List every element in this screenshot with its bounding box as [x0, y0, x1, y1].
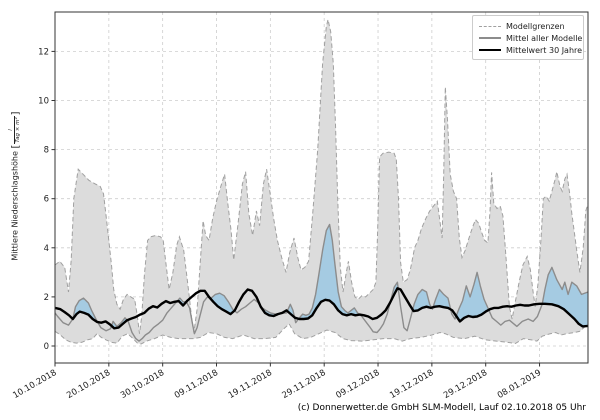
x-tick-label: 29.11.2018	[281, 368, 328, 401]
x-tick-labels: 10.10.2018 20.10.2018 30.10.2018 09.11.2018…	[11, 368, 543, 401]
unit-bracket-close: ]	[10, 111, 22, 116]
solid-line-sample-icon	[479, 37, 501, 39]
y-tick-label: 0	[44, 342, 49, 352]
copyright-footer: (c) Donnerwetter.de GmbH SLM-Modell, Lau…	[297, 403, 586, 413]
unit-fraction: l Tag × m²	[8, 116, 22, 144]
x-tick-label: 29.12.2018	[442, 368, 489, 401]
y-tick-label: 8	[44, 146, 49, 156]
tick-marks	[51, 50, 541, 367]
legend: Modellgrenzen Mittel aller Modelle Mitte…	[472, 15, 584, 60]
y-axis-label: Mittlere Niederschlagshöhe [l Tag × m²]	[8, 36, 24, 336]
x-tick-label: 09.12.2018	[334, 368, 381, 401]
x-tick-label: 10.10.2018	[11, 368, 58, 401]
legend-label: Modellgrenzen	[506, 21, 565, 31]
above-normal-area	[55, 224, 588, 329]
x-tick-label: 09.11.2018	[173, 368, 220, 401]
mean-30y-line	[55, 287, 588, 330]
legend-label: Mittel aller Modelle	[506, 33, 583, 43]
y-tick-label: 10	[38, 97, 49, 107]
model-bound-upper-line	[55, 19, 588, 334]
y-tick-label: 4	[44, 244, 49, 254]
model-mean-line	[55, 223, 588, 342]
unit-bracket-open: [	[10, 144, 22, 149]
legend-item-model-mean: Mittel aller Modelle	[479, 32, 582, 44]
x-tick-label: 30.10.2018	[119, 368, 166, 401]
plot-area	[55, 19, 588, 345]
x-tick-label: 20.10.2018	[65, 368, 112, 401]
unit-denominator: Tag × m²	[14, 116, 22, 144]
legend-item-mean-30y: Mittelwert 30 Jahre	[479, 44, 582, 56]
x-tick-label: 19.12.2018	[388, 368, 435, 401]
thick-line-sample-icon	[479, 48, 501, 52]
x-tick-label: 08.01.2019	[496, 368, 543, 401]
y-axis-label-text: Mittlere Niederschlagshöhe	[10, 151, 20, 261]
x-tick-label: 19.11.2018	[227, 368, 274, 401]
model-bound-lower-line	[55, 323, 588, 345]
model-range-area	[55, 19, 588, 344]
legend-item-model-bounds: Modellgrenzen	[479, 20, 577, 32]
dashed-line-sample-icon	[479, 25, 501, 27]
y-tick-label: 12	[38, 47, 49, 57]
y-tick-label: 6	[44, 195, 49, 205]
y-tick-label: 2	[44, 293, 49, 303]
y-tick-labels: 0 2 4 6 8 10 12	[38, 47, 49, 352]
plot-border	[54, 11, 589, 364]
legend-label: Mittelwert 30 Jahre	[506, 45, 583, 55]
